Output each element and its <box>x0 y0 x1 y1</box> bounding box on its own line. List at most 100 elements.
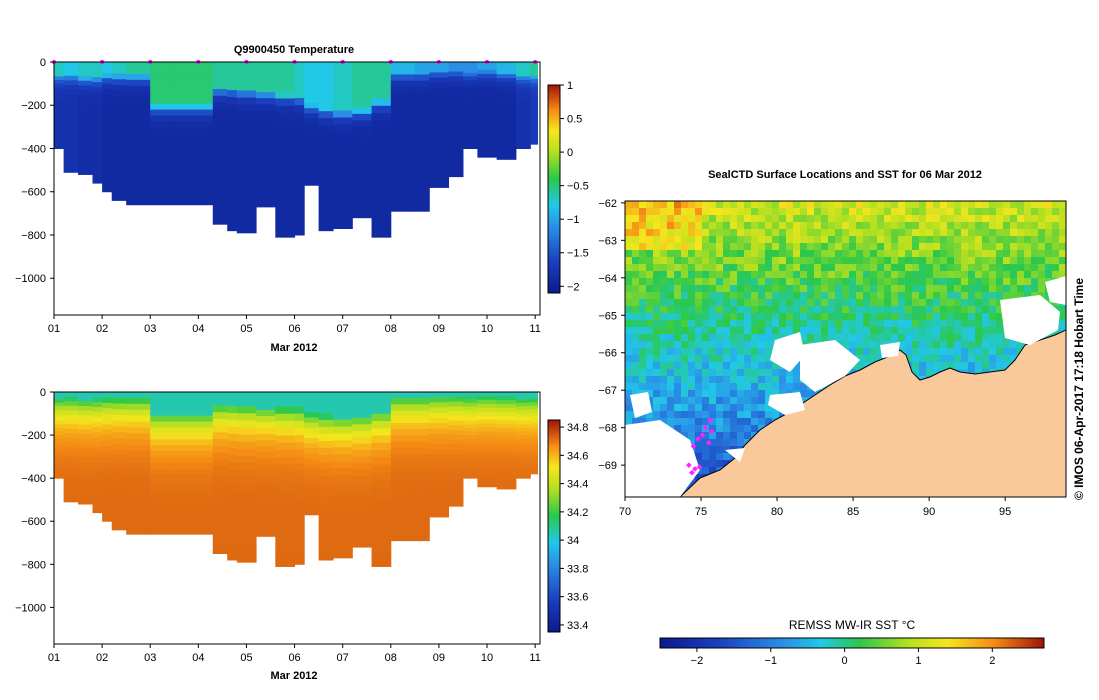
sst-cell <box>926 334 934 342</box>
sst-cell <box>653 327 661 335</box>
sst-cell <box>751 404 759 412</box>
sst-cell <box>632 313 640 321</box>
sst-cell <box>737 236 745 244</box>
temperature-cell <box>63 167 79 173</box>
salinity-cell <box>390 466 416 473</box>
sst-cell <box>723 425 731 433</box>
temperature-cell <box>318 146 334 154</box>
sst-cell <box>667 292 675 300</box>
sst-cell <box>751 250 759 258</box>
salinity-cell <box>352 514 373 522</box>
temperature-cell <box>150 85 170 93</box>
temperature-cell <box>92 142 103 149</box>
sst-cell <box>1010 278 1018 286</box>
sst-cell <box>1017 341 1025 349</box>
salinity-cell <box>429 407 450 414</box>
temperature-cell <box>429 114 450 120</box>
sst-cell <box>814 222 822 230</box>
sst-cell <box>695 215 703 223</box>
sst-cell <box>751 376 759 384</box>
sst-cell <box>835 320 843 328</box>
temperature-cell <box>318 76 334 84</box>
sst-cell <box>982 236 990 244</box>
sst-cell <box>1010 201 1018 209</box>
sst-cell <box>1045 243 1053 251</box>
sst-cell <box>744 404 752 412</box>
map-latitude-axis: −62−63−64−65−66−67−68−69 <box>598 198 625 472</box>
sst-cell <box>625 355 633 363</box>
salinity-cell <box>54 435 65 440</box>
temperature-cell <box>477 62 498 67</box>
salinity-cell <box>102 478 113 485</box>
sst-cell <box>632 334 640 342</box>
sst-cell <box>800 257 808 265</box>
temperature-cell <box>530 75 539 80</box>
temperature-cell <box>477 121 498 126</box>
sst-cell <box>933 327 941 335</box>
sst-cell <box>849 306 857 314</box>
antarctic-land <box>679 329 1066 497</box>
sst-cell <box>779 243 787 251</box>
salinity-cell <box>78 457 93 463</box>
x-tick-label: 06 <box>288 652 300 664</box>
sst-cell <box>751 362 759 370</box>
sst-cell <box>639 278 647 286</box>
temperature-cell <box>169 67 214 75</box>
temperature-cell <box>294 177 305 186</box>
sst-cell <box>751 425 759 433</box>
sst-cell <box>912 215 920 223</box>
sst-cell <box>625 362 633 370</box>
temperature-cell <box>212 203 228 212</box>
temperature-cell <box>78 62 93 68</box>
sst-cell <box>849 229 857 237</box>
salinity-cell <box>496 392 517 397</box>
temperature-cell <box>78 113 93 119</box>
sst-cell <box>730 383 738 391</box>
temperature-cell <box>126 139 151 146</box>
sst-cell <box>919 264 927 272</box>
temperature-cell <box>63 149 79 155</box>
temperature-cell <box>54 137 65 142</box>
temperature-cell <box>333 103 353 112</box>
sst-cell <box>681 250 689 258</box>
sst-cell <box>660 257 668 265</box>
profile-column <box>102 62 113 193</box>
sst-cell <box>898 257 906 265</box>
temperature-cell <box>390 173 416 181</box>
sst-cell <box>912 334 920 342</box>
sst-cell <box>982 341 990 349</box>
salinity-cell <box>333 523 353 531</box>
salinity-cell <box>54 392 65 397</box>
salinity-cell <box>92 417 103 423</box>
temperature-cell <box>150 180 170 188</box>
seal-location-marker <box>699 432 706 439</box>
sst-cell <box>786 236 794 244</box>
sst-cell <box>681 390 689 398</box>
temperature-cell <box>150 115 170 122</box>
salinity-cell <box>227 490 238 498</box>
temperature-cell <box>256 200 276 208</box>
temperature-cell <box>333 193 353 202</box>
sst-cell <box>814 215 822 223</box>
temperature-cell <box>169 73 214 81</box>
temperature-cell <box>150 169 170 176</box>
salinity-cell <box>275 530 296 538</box>
sst-cell <box>716 404 724 412</box>
temperature-cell <box>371 98 392 107</box>
sst-cell <box>779 369 787 377</box>
sst-cell <box>884 327 892 335</box>
salinity-cell <box>227 434 238 442</box>
temperature-cell <box>304 154 320 161</box>
temperature-cell <box>236 225 257 234</box>
sst-cell <box>982 306 990 314</box>
salinity-cell <box>212 459 228 467</box>
sst-cell <box>695 404 703 412</box>
sst-cell <box>996 257 1004 265</box>
salinity-cell <box>63 446 79 452</box>
temperature-cell <box>92 67 103 73</box>
sst-cell <box>765 236 773 244</box>
temperature-cell <box>169 97 214 105</box>
temperature-cell <box>448 128 464 135</box>
temperature-cell <box>54 112 65 117</box>
sst-cell <box>716 348 724 356</box>
